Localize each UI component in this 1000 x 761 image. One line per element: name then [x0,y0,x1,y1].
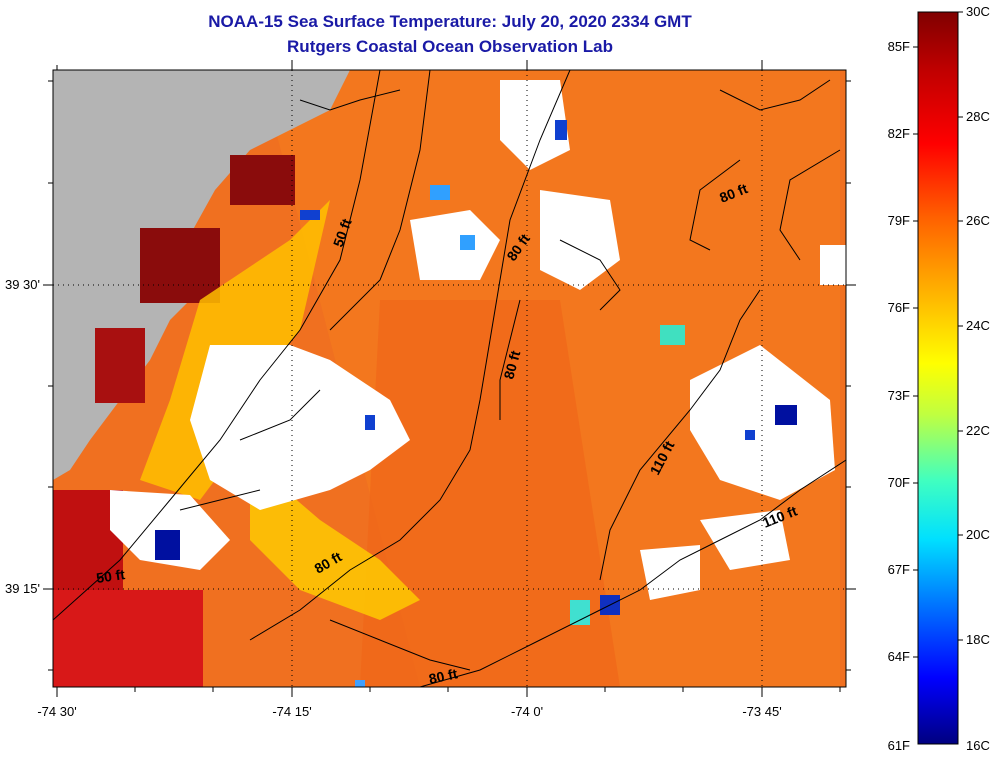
cloud-patch [410,210,500,280]
cloud-patch [190,345,410,510]
x-tick-label: -73 45' [742,704,781,719]
colorbar-f-label: 73F [888,388,910,403]
cloud-patch [690,345,835,500]
colorbar-f-label: 79F [888,213,910,228]
colorbar-c-label: 16C [966,738,990,753]
x-tick-label: -74 15' [272,704,311,719]
cloud-patch [700,510,790,570]
contour-label: 50 ft [95,566,126,586]
colorbar-f-label: 82F [888,126,910,141]
bathymetry-contours [53,70,846,687]
colorbar-c-label: 26C [966,213,990,228]
colorbar-c-label: 20C [966,527,990,542]
colorbar-c-label: 28C [966,109,990,124]
colorbar-f-label: 70F [888,475,910,490]
colorbar-c-label: 18C [966,632,990,647]
y-tick-label: 39 15' [5,581,40,596]
colorbar-f-label: 76F [888,300,910,315]
contour-label: 80 ft [427,665,459,687]
colorbar-c-label: 22C [966,423,990,438]
x-tick-label: -74 0' [511,704,543,719]
x-tick-label: -74 30' [37,704,76,719]
colorbar: 85F 82F 79F 76F 73F 70F 67F 64F 61F 30C … [888,4,990,753]
cloud-patch [540,190,620,290]
map-title: NOAA-15 Sea Surface Temperature: July 20… [208,12,692,31]
graticule [53,70,846,687]
colorbar-f-label: 67F [888,562,910,577]
colorbar-c-label: 24C [966,318,990,333]
axis-ticks [43,60,856,697]
y-tick-label: 39 30' [5,277,40,292]
cloud-patch [500,80,570,170]
colorbar-c-label: 30C [966,4,990,19]
map-subtitle: Rutgers Coastal Ocean Observation Lab [287,37,613,56]
cloud-patch [640,545,700,600]
colorbar-f-label: 64F [888,649,910,664]
colorbar-f-label: 85F [888,39,910,54]
colorbar-f-label: 61F [888,738,910,753]
contour-label: 80 ft [500,349,523,381]
sst-field [53,70,846,687]
map-frame [52,69,847,688]
